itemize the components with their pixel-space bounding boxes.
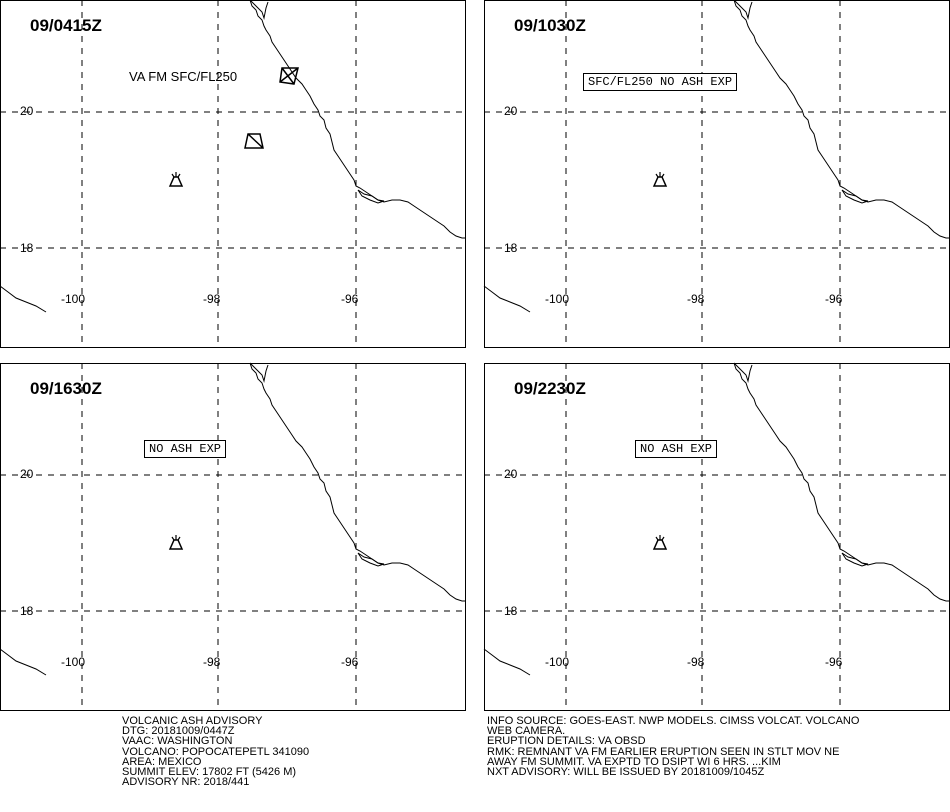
lon-label-98: -98 <box>203 292 221 306</box>
lat-label-20: 20 <box>504 104 518 118</box>
volcano-icon <box>652 172 668 187</box>
volcano-icon <box>652 535 668 550</box>
advisory-line: ADVISORY NR: 2018/441 <box>122 776 250 789</box>
lat-label-18: 18 <box>20 604 34 618</box>
volcano-icon <box>168 172 184 187</box>
map-canvas <box>483 0 950 348</box>
lagoon <box>357 189 385 204</box>
coastline <box>483 285 531 313</box>
coastline <box>733 0 753 20</box>
coastline <box>733 0 950 239</box>
advisory-line: VOLCANIC ASH ADVISORY <box>122 715 263 727</box>
panel-frame <box>0 363 466 711</box>
map-canvas <box>0 362 466 711</box>
advisory-line: SUMMIT ELEV: 17802 FT (5426 M) <box>122 765 297 778</box>
lat-label-18: 18 <box>504 604 518 618</box>
forecast-box-label: NO ASH EXP <box>144 440 227 458</box>
advisory-line: VOLCANO: POPOCATEPETL 341090 <box>122 745 310 758</box>
lagoon <box>841 189 869 204</box>
lat-label-20: 20 <box>20 104 34 118</box>
advisory-line: INFO SOURCE: GOES-EAST. NWP MODELS. CIMS… <box>487 715 860 727</box>
coastline <box>249 362 269 383</box>
ash-polygon <box>279 67 299 85</box>
map-panel-3: 09/1630Z 20 18 -100 -98 -96 NO ASH EXP <box>0 362 466 711</box>
volcano-icon <box>168 535 184 550</box>
lon-label-98: -98 <box>203 655 221 669</box>
lat-label-20: 20 <box>504 467 518 481</box>
map-panel-2: 09/1030Z 20 18 -100 -98 -96 SFC/FL250 NO… <box>483 0 950 348</box>
lat-label-18: 18 <box>20 241 34 255</box>
lon-label-98: -98 <box>687 655 705 669</box>
lon-label-96: -96 <box>341 655 359 669</box>
lon-label-100: -100 <box>545 655 570 669</box>
lagoon <box>357 552 385 567</box>
ash-polygon <box>244 133 264 149</box>
panel-frame <box>0 0 466 348</box>
advisory-right: INFO SOURCE: GOES-EAST. NWP MODELS. CIMS… <box>487 715 860 778</box>
advisory-left: VOLCANIC ASH ADVISORY DTG: 20181009/0447… <box>122 715 310 789</box>
lon-label-96: -96 <box>825 655 843 669</box>
coastline <box>0 285 47 313</box>
ash-layer-label: VA FM SFC/FL250 <box>129 69 238 84</box>
advisory-line: NXT ADVISORY: WILL BE ISSUED BY 20181009… <box>487 765 765 778</box>
panel-time: 09/1630Z <box>30 379 102 398</box>
lon-label-96: -96 <box>341 292 359 306</box>
advisory-line: WEB CAMERA. <box>487 725 566 738</box>
map-panel-4: 09/2230Z 20 18 -100 -98 -96 NO ASH EXP <box>483 362 950 711</box>
advisory-line: AWAY FM SUMMIT. VA EXPTD TO DSIPT WI 6 H… <box>487 755 781 768</box>
coastline <box>483 648 531 676</box>
advisory-line: AREA: MEXICO <box>122 755 202 768</box>
advisory-line: RMK: REMNANT VA FM EARLIER ERUPTION SEEN… <box>487 745 840 758</box>
panel-time: 09/1030Z <box>514 16 586 35</box>
coastline <box>0 648 47 676</box>
advisory-line: DTG: 20181009/0447Z <box>122 725 235 738</box>
forecast-box-label: NO ASH EXP <box>635 440 718 458</box>
lagoon <box>841 552 869 567</box>
lon-label-100: -100 <box>61 655 86 669</box>
lon-label-100: -100 <box>545 292 570 306</box>
panel-time: 09/0415Z <box>30 16 102 35</box>
map-canvas <box>0 0 466 348</box>
coastline <box>249 0 466 239</box>
advisory-line: VAAC: WASHINGTON <box>122 735 233 748</box>
lon-label-100: -100 <box>61 292 86 306</box>
advisory-line: ERUPTION DETAILS: VA OBSD <box>487 735 646 748</box>
coastline <box>733 362 753 383</box>
lon-label-96: -96 <box>825 292 843 306</box>
lat-label-20: 20 <box>20 467 34 481</box>
coastline <box>249 362 466 602</box>
lon-label-98: -98 <box>687 292 705 306</box>
lat-label-18: 18 <box>504 241 518 255</box>
coastline <box>733 362 950 602</box>
panel-time: 09/2230Z <box>514 379 586 398</box>
map-panel-1: 09/0415Z 20 18 -100 -98 -96 VA FM SFC/FL… <box>0 0 466 348</box>
forecast-box-label: SFC/FL250 NO ASH EXP <box>583 73 738 91</box>
coastline <box>249 0 269 20</box>
